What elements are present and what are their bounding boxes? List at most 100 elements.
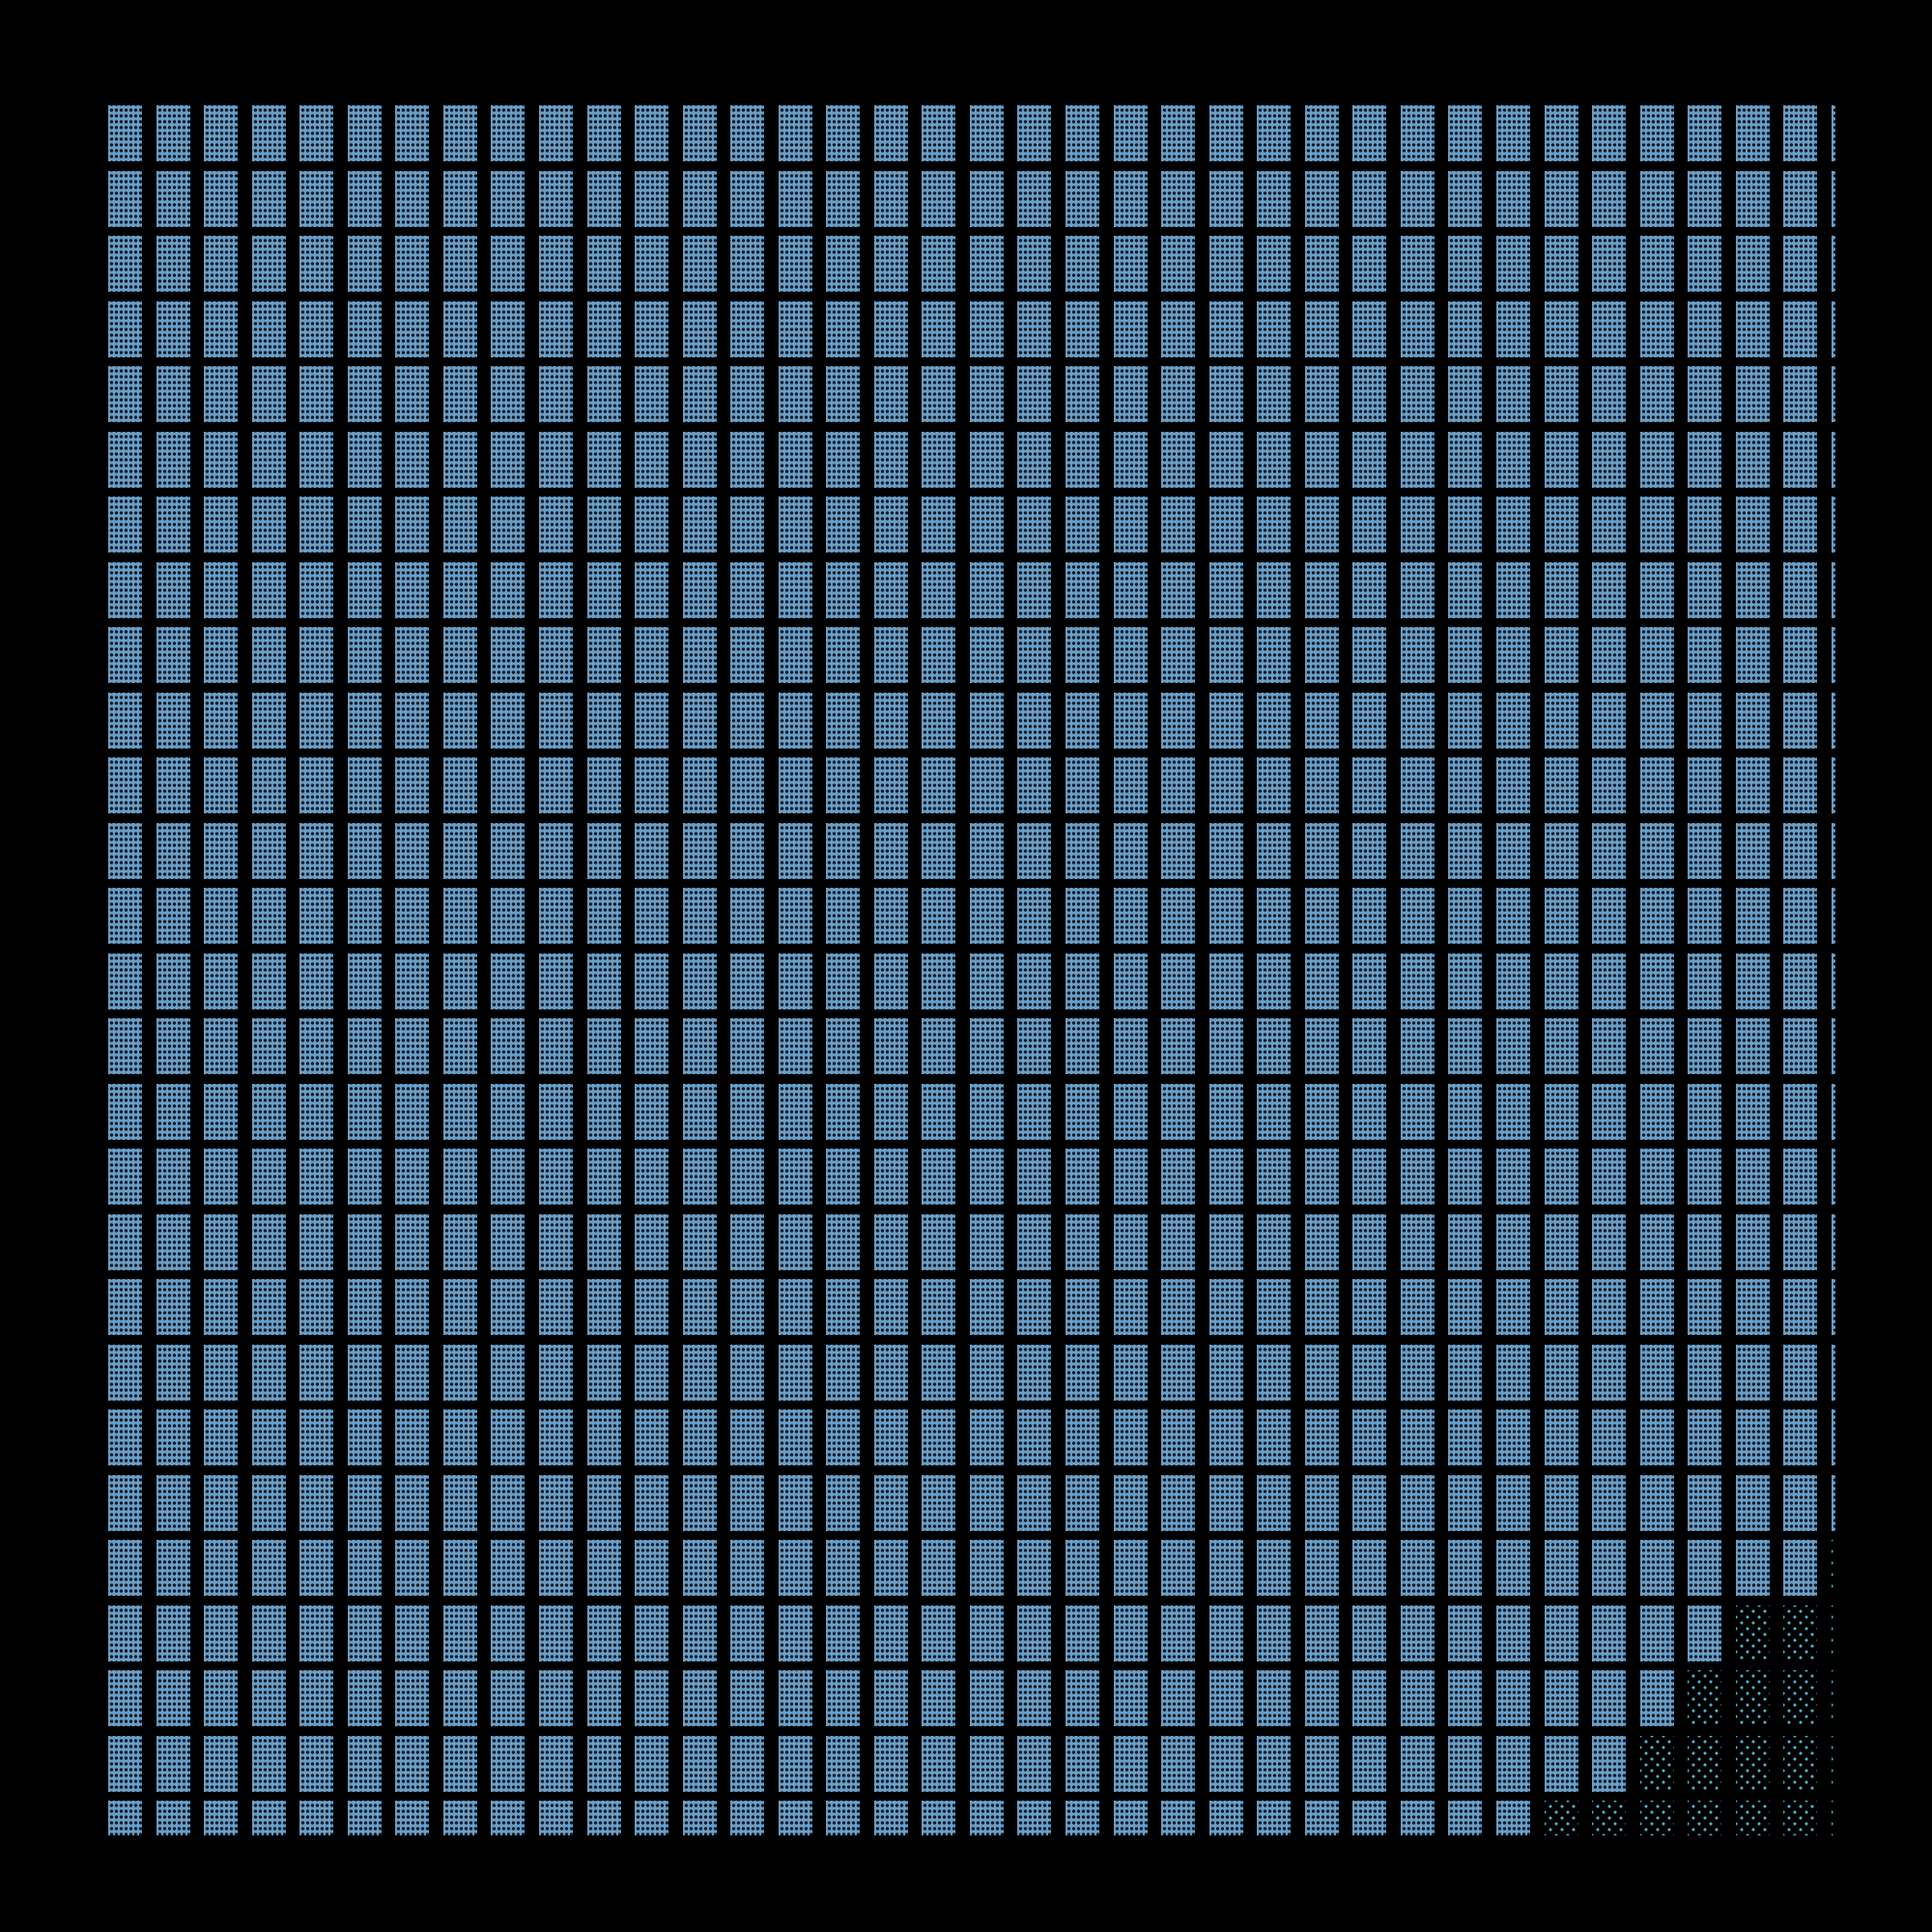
- tile-solid: [779, 1149, 812, 1205]
- tile-solid: [587, 301, 621, 357]
- tile-solid: [108, 1475, 142, 1531]
- tile-solid: [1352, 236, 1386, 292]
- tile-solid: [1592, 1670, 1626, 1726]
- tile-solid: [1401, 953, 1435, 1009]
- tile-solid: [1017, 1475, 1051, 1531]
- tile-solid: [299, 1736, 333, 1792]
- tile-dotted: [1736, 1670, 1770, 1726]
- tile-solid: [1736, 497, 1770, 553]
- tile-solid: [1448, 1475, 1482, 1531]
- tile-solid: [970, 1018, 1004, 1074]
- tile-solid: [730, 823, 764, 879]
- tile-solid: [683, 1801, 717, 1835]
- tile-solid: [156, 171, 190, 227]
- tile-solid: [395, 627, 429, 683]
- tile-solid: [204, 1605, 238, 1662]
- tile-solid: [395, 757, 429, 813]
- tile-solid: [1832, 171, 1835, 227]
- tile-solid: [1401, 1084, 1435, 1140]
- tile-solid: [730, 1670, 764, 1726]
- tile-solid: [683, 1409, 717, 1465]
- tile-solid: [635, 1279, 668, 1335]
- tile-solid: [156, 1214, 190, 1270]
- tile-solid: [683, 301, 717, 357]
- tile-solid: [108, 1018, 142, 1074]
- tile-solid: [299, 953, 333, 1009]
- tile-solid: [443, 1345, 477, 1401]
- tile-solid: [348, 823, 382, 879]
- tile-solid: [108, 1084, 142, 1140]
- tile-solid: [587, 757, 621, 813]
- tile-solid: [1017, 1670, 1051, 1726]
- tile-solid: [1736, 1149, 1770, 1205]
- tile-solid: [348, 1018, 382, 1074]
- tile-solid: [922, 823, 955, 879]
- tile-solid: [1401, 1801, 1435, 1835]
- tile-solid: [348, 1214, 382, 1270]
- tile-solid: [1209, 1345, 1243, 1401]
- tile-solid: [1783, 1409, 1817, 1465]
- tile-solid: [1401, 1214, 1435, 1270]
- tile-solid: [1305, 105, 1339, 161]
- tile-solid: [922, 757, 955, 813]
- tile-solid: [1640, 627, 1674, 683]
- tile-solid: [395, 1279, 429, 1335]
- tile-solid: [635, 171, 668, 227]
- tile-solid: [922, 171, 955, 227]
- tile-solid: [730, 1018, 764, 1074]
- tile-solid: [204, 366, 238, 422]
- tile-solid: [108, 953, 142, 1009]
- tile-solid: [874, 105, 908, 161]
- tile-solid: [826, 1605, 860, 1662]
- tile-solid: [730, 1345, 764, 1401]
- tile-solid: [1496, 236, 1530, 292]
- tile-solid: [683, 1670, 717, 1726]
- tile-solid: [204, 1279, 238, 1335]
- tile-solid: [108, 1540, 142, 1596]
- tile-solid: [587, 693, 621, 749]
- tile-solid: [204, 497, 238, 553]
- tile-solid: [443, 888, 477, 944]
- tile-solid: [1592, 1345, 1626, 1401]
- tile-solid: [1257, 627, 1291, 683]
- tile-solid: [922, 1801, 955, 1835]
- tile-solid: [1545, 1214, 1578, 1270]
- tile-solid: [1352, 1409, 1386, 1465]
- tile-solid: [1257, 1736, 1291, 1792]
- tile-solid: [826, 1801, 860, 1835]
- tile-solid: [1209, 1214, 1243, 1270]
- tile-solid: [1305, 171, 1339, 227]
- tile-solid: [539, 627, 573, 683]
- tile-solid: [1640, 105, 1674, 161]
- tile-solid: [922, 1409, 955, 1465]
- tile-solid: [348, 1409, 382, 1465]
- tile-solid: [1305, 236, 1339, 292]
- tile-solid: [970, 1736, 1004, 1792]
- tile-solid: [1257, 953, 1291, 1009]
- tile-dotted: [1832, 1736, 1835, 1792]
- tile-solid: [1736, 105, 1770, 161]
- tile-solid: [491, 627, 525, 683]
- tile-solid: [1401, 888, 1435, 944]
- tile-solid: [779, 953, 812, 1009]
- tile-solid: [730, 627, 764, 683]
- tile-solid: [395, 497, 429, 553]
- tile-solid: [156, 1801, 190, 1835]
- tile-solid: [1448, 171, 1482, 227]
- tile-solid: [1161, 888, 1195, 944]
- tile-solid: [970, 1214, 1004, 1270]
- tile-solid: [1448, 1540, 1482, 1596]
- tile-solid: [1209, 1409, 1243, 1465]
- tile-solid: [1065, 1345, 1099, 1401]
- tile-solid: [970, 1345, 1004, 1401]
- tile-solid: [1545, 1149, 1578, 1205]
- tile-solid: [874, 171, 908, 227]
- tile-solid: [1496, 1475, 1530, 1531]
- tile-solid: [108, 432, 142, 488]
- tile-solid: [1352, 562, 1386, 618]
- tile-solid: [204, 1475, 238, 1531]
- tile-solid: [1545, 757, 1578, 813]
- tile-solid: [1065, 627, 1099, 683]
- tile-solid: [874, 953, 908, 1009]
- tile-solid: [1305, 693, 1339, 749]
